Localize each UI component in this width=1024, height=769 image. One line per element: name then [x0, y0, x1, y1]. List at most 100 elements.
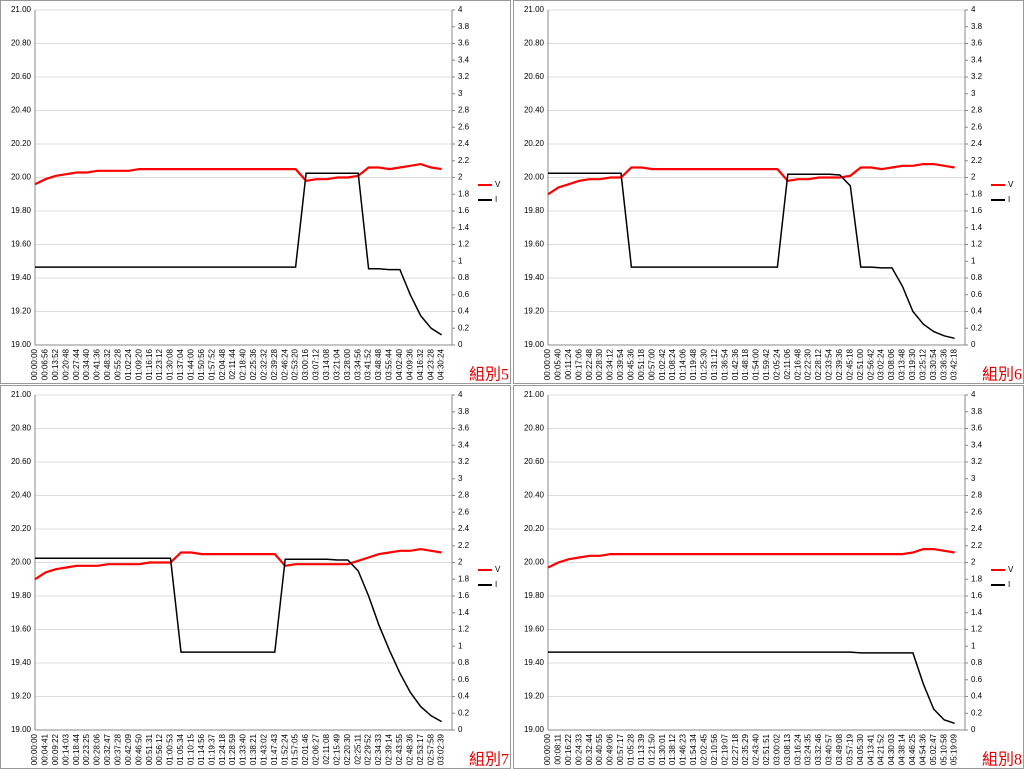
- y-tick-label: 20.20: [524, 524, 545, 533]
- x-tick-label: 01:31:12: [710, 348, 719, 380]
- x-tick-label: 01:59:42: [762, 348, 771, 380]
- y2-tick-label: 1.2: [458, 625, 470, 634]
- group-label: 組別7: [469, 751, 509, 769]
- y2-tick-label: 1.6: [458, 591, 470, 600]
- y2-tick-label: 4: [458, 5, 463, 14]
- y2-tick-label: 3.6: [458, 39, 470, 48]
- x-tick-label: 01:37:04: [176, 348, 185, 380]
- x-tick-label: 02:16:48: [793, 348, 802, 380]
- y2-tick-label: 3.8: [971, 407, 983, 416]
- y2-tick-label: 3.4: [971, 440, 983, 449]
- x-tick-label: 01:38:21: [249, 733, 258, 765]
- y2-tick-label: 2.8: [971, 491, 983, 500]
- x-tick-label: 03:30:54: [929, 348, 938, 380]
- y-tick-label: 20.40: [524, 106, 545, 115]
- y-tick-label: 21.00: [11, 5, 32, 14]
- x-tick-label: 00:09:22: [51, 733, 60, 765]
- y2-tick-label: 2.2: [458, 156, 470, 165]
- x-tick-label: 04:13:41: [866, 733, 875, 765]
- x-tick-label: 00:41:36: [93, 348, 102, 380]
- y-tick-label: 19.20: [11, 692, 32, 701]
- y-tick-label: 19.40: [524, 273, 545, 282]
- y2-tick-label: 3.6: [971, 424, 983, 433]
- x-tick-label: 00:06:56: [41, 348, 50, 380]
- group-label: 組別8: [982, 751, 1022, 769]
- y2-tick-label: 4: [458, 390, 463, 399]
- y-tick-label: 19.60: [11, 625, 32, 634]
- y2-tick-label: 3.4: [971, 55, 983, 64]
- y2-tick-label: 3.4: [458, 440, 470, 449]
- x-tick-label: 01:46:23: [679, 733, 688, 765]
- x-tick-label: 00:40:55: [595, 733, 604, 765]
- y2-tick-label: 0.4: [458, 692, 470, 701]
- x-tick-label: 02:56:42: [866, 348, 875, 380]
- x-tick-label: 04:30:03: [887, 733, 896, 765]
- x-tick-label: 02:28:12: [814, 348, 823, 380]
- y2-tick-label: 1.8: [971, 574, 983, 583]
- x-tick-label: 02:51:51: [762, 733, 771, 765]
- x-tick-label: 00:00:00: [543, 733, 552, 765]
- x-tick-label: 05:10:58: [939, 733, 948, 765]
- y2-tick-label: 2.4: [971, 139, 983, 148]
- x-tick-label: 01:38:12: [668, 733, 677, 765]
- x-tick-label: 01:33:40: [239, 733, 248, 765]
- y2-tick-label: 0.2: [971, 323, 983, 332]
- legend-label: I: [1008, 195, 1010, 204]
- x-tick-label: 01:02:42: [658, 348, 667, 380]
- x-tick-label: 02:43:55: [395, 733, 404, 765]
- y2-tick-label: 0: [971, 725, 976, 734]
- x-tick-label: 04:46:25: [908, 733, 917, 765]
- y2-tick-label: 0.2: [458, 708, 470, 717]
- y2-tick-label: 0.2: [458, 323, 470, 332]
- y2-tick-label: 3.4: [458, 55, 470, 64]
- x-tick-label: 00:17:06: [574, 348, 583, 380]
- x-tick-label: 02:04:48: [218, 348, 227, 380]
- x-tick-label: 00:46:50: [134, 733, 143, 765]
- series-line: [34, 547, 442, 581]
- x-tick-label: 00:27:44: [72, 348, 81, 380]
- y-tick-label: 20.60: [524, 72, 545, 81]
- x-tick-label: 04:23:28: [426, 348, 435, 380]
- x-tick-label: 02:05:24: [772, 348, 781, 380]
- x-tick-label: 04:09:36: [405, 348, 414, 380]
- y2-tick-label: 0.4: [971, 692, 983, 701]
- y2-tick-label: 1: [971, 256, 976, 265]
- y-tick-label: 19.00: [524, 340, 545, 349]
- x-tick-label: 01:16:16: [145, 348, 154, 380]
- y2-tick-label: 0.2: [971, 708, 983, 717]
- series-line: [35, 172, 443, 336]
- y-tick-label: 19.20: [524, 692, 545, 701]
- legend-label: I: [495, 580, 497, 589]
- y-tick-label: 20.40: [11, 491, 32, 500]
- x-tick-label: 01:14:56: [197, 733, 206, 765]
- x-tick-label: 00:04:41: [41, 733, 50, 765]
- legend-label: I: [495, 195, 497, 204]
- x-tick-label: 02:22:30: [804, 348, 813, 380]
- y2-tick-label: 3.2: [971, 72, 983, 81]
- x-tick-label: 03:55:44: [385, 348, 394, 380]
- y2-tick-label: 0.6: [971, 290, 983, 299]
- x-tick-label: 00:51:31: [145, 733, 154, 765]
- legend-label: V: [495, 565, 501, 574]
- x-tick-label: 03:16:24: [793, 733, 802, 765]
- y2-tick-label: 1.6: [458, 206, 470, 215]
- x-tick-label: 05:02:47: [929, 733, 938, 765]
- x-tick-label: 01:48:18: [741, 348, 750, 380]
- y2-tick-label: 1.6: [971, 206, 983, 215]
- x-tick-label: 00:55:28: [114, 348, 123, 380]
- y2-tick-label: 1.2: [971, 625, 983, 634]
- x-tick-label: 02:46:24: [280, 348, 289, 380]
- x-tick-label: 00:37:28: [114, 733, 123, 765]
- x-tick-label: 04:16:32: [416, 348, 425, 380]
- y2-tick-label: 1.8: [971, 189, 983, 198]
- x-tick-label: 02:25:36: [249, 348, 258, 380]
- x-tick-label: 01:54:00: [752, 348, 761, 380]
- x-tick-label: 01:05:34: [176, 733, 185, 765]
- x-tick-label: 03:13:48: [898, 348, 907, 380]
- x-tick-label: 00:49:06: [606, 733, 615, 765]
- chart-panel: 19.0019.2019.4019.6019.8020.0020.2020.40…: [513, 0, 1024, 384]
- x-tick-label: 01:02:24: [124, 348, 133, 380]
- x-tick-label: 01:23:12: [155, 348, 164, 380]
- x-tick-label: 01:08:24: [668, 348, 677, 380]
